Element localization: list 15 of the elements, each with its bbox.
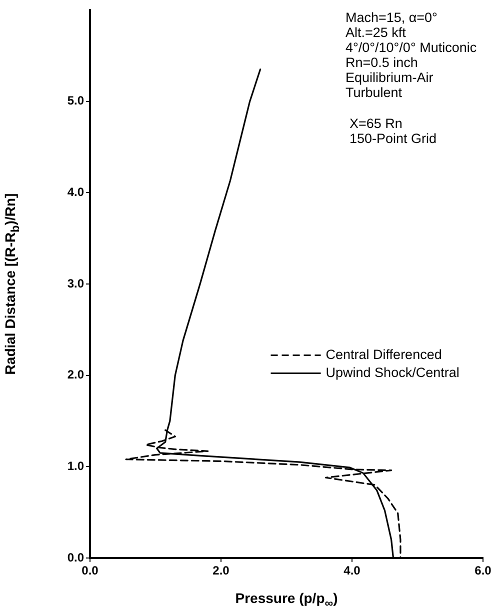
y-tick-label: 2.0 [67, 368, 84, 382]
y-tick-label: 4.0 [67, 184, 84, 199]
annotation: Mach=15, α=0° Alt.=25 kft 4°/0°/10°/0° Muticonic Rn=0.5 inch Equilibrium-Air Turbulent [345, 10, 477, 100]
y-tick-label: 1.0 [67, 458, 84, 473]
x-tick-label: 6.0 [474, 564, 492, 578]
x-tick-label: 4.0 [344, 564, 361, 578]
annotation: X=65 Rn 150-Point Grid [349, 116, 436, 146]
x-axis-title: Pressure (p/p$_{∞}$) [234, 590, 339, 610]
legend-label: Upwind Shock/Central [326, 364, 460, 380]
legend-label: Central Differenced [326, 346, 442, 362]
y-tick-label: 3.0 [67, 276, 84, 290]
y-tick-label: 0.0 [67, 550, 84, 564]
y-tick-label: 5.0 [67, 94, 84, 108]
x-tick-label: 0.0 [82, 564, 99, 578]
x-tick-label: 2.0 [212, 564, 230, 578]
